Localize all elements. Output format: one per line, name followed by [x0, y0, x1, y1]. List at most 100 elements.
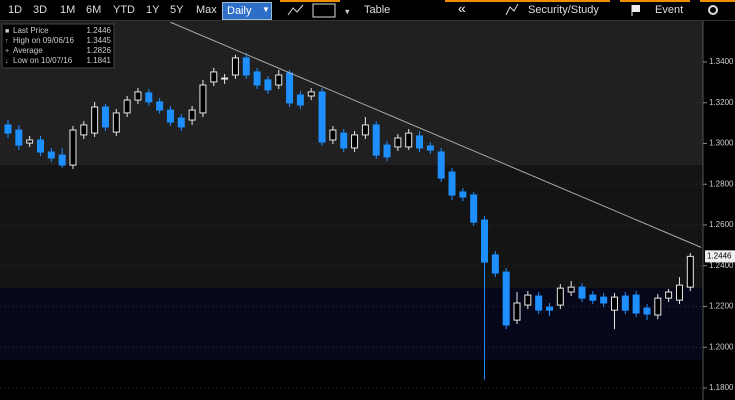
legend-label: High on 09/06/16	[13, 36, 74, 45]
y-tick-label: 1.3000	[709, 139, 734, 148]
candle-body	[69, 129, 77, 166]
legend-label: Average	[13, 46, 43, 55]
candle-body	[112, 112, 120, 133]
candle-body	[600, 296, 608, 304]
tab-accent	[500, 0, 610, 2]
last-price-label: 1.2446	[707, 251, 732, 260]
range-button[interactable]: 3D	[33, 4, 48, 16]
range-button[interactable]: Max	[196, 4, 217, 16]
candle-body	[91, 106, 99, 134]
candle-body	[188, 109, 196, 121]
legend-value: 1.3445	[87, 36, 112, 45]
legend-value: 1.2446	[87, 26, 112, 35]
range-button[interactable]: 5Y	[170, 4, 184, 16]
candle-body	[643, 307, 651, 315]
study-button[interactable]: Security/Study	[528, 4, 599, 16]
candle-body	[491, 254, 499, 274]
candle-body	[470, 194, 478, 223]
candle-body	[242, 57, 250, 76]
candle-body	[361, 124, 369, 136]
candle-body	[47, 151, 55, 159]
y-tick-label: 1.2000	[709, 342, 734, 351]
candle-body	[210, 71, 218, 83]
candle-body	[556, 287, 564, 306]
line-icon	[287, 4, 304, 16]
candle-body	[286, 72, 294, 104]
candle-body	[502, 271, 510, 326]
candle-body	[123, 99, 131, 114]
candle-body	[36, 139, 44, 153]
candle-body	[416, 135, 424, 149]
candle-body	[513, 302, 521, 321]
event-button[interactable]: Event	[655, 4, 684, 16]
candle-body	[58, 154, 66, 166]
candle-body	[610, 296, 618, 311]
candle-body	[177, 117, 185, 128]
candle-body	[459, 191, 467, 198]
caret: ▾	[345, 6, 350, 16]
candle-body	[307, 91, 315, 97]
candle-body	[231, 57, 239, 76]
flag-icon	[632, 5, 640, 12]
y-tick-label: 1.2600	[709, 220, 734, 229]
candle-body	[621, 295, 629, 311]
y-tick-label: 1.2800	[709, 179, 734, 188]
candle-body	[675, 284, 683, 301]
candle-body	[4, 124, 12, 134]
candle-body	[275, 74, 283, 86]
candle-body	[567, 286, 575, 293]
table-button[interactable]: Table	[364, 4, 391, 16]
candle-icon	[312, 3, 336, 18]
range-button[interactable]: 1Y	[146, 4, 160, 16]
candle-body	[253, 71, 261, 86]
toolbar-icons: ▾	[287, 3, 718, 18]
range-button[interactable]: 1D	[8, 4, 23, 16]
last-price-box	[705, 250, 735, 263]
frequency-dropdown[interactable]: Daily	[222, 2, 273, 20]
range-button[interactable]: 6M	[86, 4, 102, 16]
candle-body	[383, 144, 391, 158]
y-tick-label: 1.3400	[709, 57, 734, 66]
candle-body	[426, 145, 434, 151]
candle-body	[665, 291, 673, 299]
candle-body	[448, 171, 456, 196]
candle-body	[26, 139, 34, 144]
candle-body	[351, 134, 359, 149]
candle-body	[340, 132, 348, 149]
legend-box	[1, 23, 115, 69]
candle-body	[15, 129, 23, 146]
candle-body	[80, 124, 88, 136]
legend-value: 1.2826	[87, 46, 112, 55]
y-tick-label: 1.2200	[709, 302, 734, 311]
candle-body	[632, 294, 640, 314]
candle-body	[578, 286, 586, 299]
candle-body	[156, 101, 164, 111]
range-button[interactable]: YTD	[113, 4, 135, 16]
trendline	[170, 21, 702, 248]
toolbar: 1D 3D 1M 6M YTD 1Y 5Y Max Daily ▼ Table « Security/S…	[0, 0, 735, 21]
range-button[interactable]: 1M	[60, 4, 76, 16]
candle-body	[535, 295, 543, 311]
band	[0, 288, 703, 360]
band	[0, 165, 703, 288]
tab-accent	[700, 0, 735, 2]
candle-body	[264, 79, 272, 91]
candle-body	[654, 297, 662, 316]
candle-body	[405, 132, 413, 148]
candle-body	[437, 151, 445, 179]
tab-accent	[280, 0, 340, 2]
candle-body	[101, 106, 109, 128]
y-tick-label: 1.3200	[709, 98, 734, 107]
candle-body	[394, 137, 402, 148]
candle-body	[145, 92, 153, 103]
legend-icon: ↓	[5, 58, 9, 65]
candle-body	[221, 77, 229, 80]
candle-body	[372, 124, 380, 156]
collapse-button[interactable]: «	[458, 0, 466, 16]
candle-body	[481, 219, 489, 263]
gear-icon[interactable]	[708, 5, 718, 15]
candle-body	[589, 294, 597, 301]
candle-body	[524, 294, 532, 306]
